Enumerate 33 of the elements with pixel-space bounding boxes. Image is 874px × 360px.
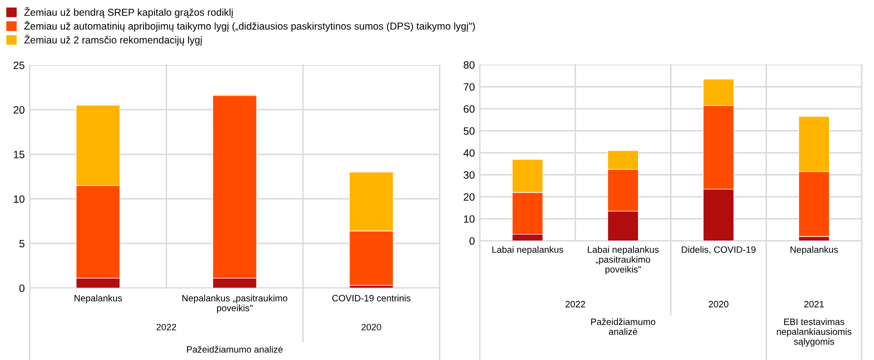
text: Pažeidžiamumo analizė [591,318,656,335]
y-tick-label: 5 [19,240,24,248]
x-tick-label: Didelis, COVID-19 [682,246,756,254]
y-tick-label: 10 [464,215,475,223]
x-tick-label: Labai nepalankus „pasitraukimo poveikis" [588,246,659,274]
y-tick-label: 0 [470,237,475,245]
text: 2022 [156,324,176,330]
legend-label: Žemiau už bendrą SREP kapitalo grąžos rodiklį [24,7,234,18]
y-tick-label: 30 [464,171,475,179]
x-tick-label: Nepalankus [74,294,122,304]
y-tick-label: 15 [14,150,24,158]
y-tick-label: 60 [464,105,475,113]
x-tick-label: Labai nepalankus [492,246,564,255]
y-tick-label: 80 [464,61,475,69]
y-tick-label: 70 [464,83,475,91]
text: 2022 [566,300,586,308]
y-tick-label: 10 [14,195,24,203]
y-tick-label: 20 [14,106,24,114]
text: Pažeidžiamumo analizė [187,346,283,353]
y-tick-label: 20 [464,193,475,201]
legend-label: Žemiau už automatinių apribojimų taikymo lygį („didžiausios paskirstytinos sumos (DPS) taikymo lygį") [24,20,475,32]
y-tick-label: 0 [19,284,24,292]
y-tick-label: 40 [463,149,475,157]
legend-label: Žemiau už 2 ramsčio rekomendacijų lygį [24,34,202,46]
x-tick-label: COVID-19 centrinis [332,294,410,302]
text: EBI testavimas nepalankiausiomis sąlygomis [776,318,852,347]
y-tick-label: 25 [14,62,24,70]
text: 2020 [362,324,382,330]
x-tick-label: Nepalankus „pasitraukimo poveikis" [182,294,288,314]
text: 2021 [804,300,824,308]
x-tick-label: Nepalankus [790,246,838,255]
text: 2020 [708,300,728,308]
y-tick-label: 50 [464,127,475,135]
